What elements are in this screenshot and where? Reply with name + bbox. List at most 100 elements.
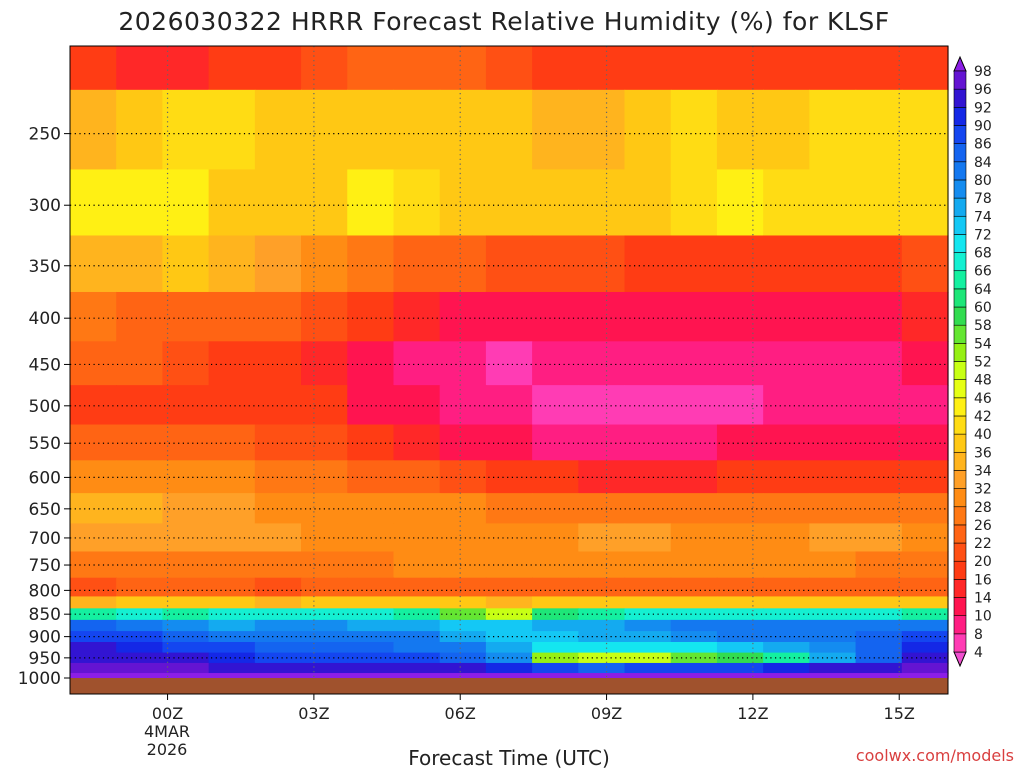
heatmap-cell bbox=[670, 673, 718, 679]
heatmap-cell bbox=[716, 341, 764, 386]
heatmap-cell bbox=[809, 631, 857, 643]
heatmap-cell bbox=[624, 652, 672, 664]
y-tick-label: 300 bbox=[29, 196, 61, 216]
heatmap-cell bbox=[670, 385, 718, 426]
heatmap-cell bbox=[347, 596, 395, 609]
heatmap-cell bbox=[208, 523, 256, 553]
heatmap-cell bbox=[624, 662, 672, 674]
colorbar-label: 90 bbox=[974, 118, 992, 134]
colorbar-swatch bbox=[953, 324, 967, 344]
colorbar-swatch bbox=[953, 179, 967, 199]
heatmap-cell bbox=[670, 341, 718, 386]
colorbar-label: 86 bbox=[974, 137, 992, 153]
heatmap-cell bbox=[763, 596, 810, 609]
heatmap-cell bbox=[347, 169, 395, 237]
colorbar-label: 16 bbox=[974, 572, 992, 588]
heatmap-cell bbox=[208, 596, 256, 609]
heatmap-cell bbox=[208, 493, 256, 524]
colorbar-swatch bbox=[953, 542, 967, 562]
colorbar-label: 96 bbox=[974, 82, 992, 98]
heatmap-cell bbox=[855, 89, 903, 171]
heatmap-cell bbox=[70, 608, 117, 621]
heatmap-cell bbox=[624, 642, 672, 654]
heatmap-cell bbox=[485, 291, 533, 342]
heatmap-cell bbox=[70, 291, 117, 342]
heatmap-cell bbox=[809, 291, 857, 342]
colorbar-label: 66 bbox=[974, 264, 992, 280]
y-tick-label: 500 bbox=[29, 397, 61, 417]
heatmap-cell bbox=[855, 642, 903, 654]
y-tick-label: 450 bbox=[29, 355, 61, 375]
heatmap-cell bbox=[393, 493, 441, 524]
ground-surface bbox=[70, 678, 948, 694]
heatmap-cell bbox=[347, 652, 395, 664]
heatmap-cell bbox=[162, 642, 210, 654]
heatmap-cell bbox=[809, 662, 857, 674]
heatmap-cell bbox=[901, 385, 949, 426]
heatmap-cell bbox=[578, 662, 626, 674]
colorbar-swatch bbox=[953, 288, 967, 308]
heatmap-cell bbox=[532, 642, 579, 654]
heatmap-cell bbox=[70, 46, 117, 91]
heatmap-cell bbox=[485, 551, 533, 579]
y-tick-label: 800 bbox=[29, 581, 61, 601]
heatmap-cell bbox=[254, 385, 302, 426]
heatmap-cell bbox=[485, 523, 533, 553]
heatmap-cell bbox=[624, 596, 672, 609]
colorbar-swatch bbox=[953, 451, 967, 471]
heatmap-cell bbox=[162, 577, 210, 598]
heatmap-cell bbox=[439, 169, 487, 237]
heatmap-cell bbox=[670, 652, 718, 664]
heatmap-cell bbox=[809, 493, 857, 524]
heatmap-cell bbox=[254, 642, 302, 654]
heatmap-cell bbox=[208, 235, 256, 293]
heatmap-cell bbox=[485, 385, 533, 426]
heatmap-cell bbox=[485, 424, 533, 461]
heatmap-cell bbox=[393, 46, 441, 91]
heatmap-cell bbox=[763, 341, 810, 386]
y-tick-label: 350 bbox=[29, 257, 61, 277]
heatmap-cell bbox=[301, 673, 348, 679]
heatmap-cell bbox=[162, 493, 210, 524]
heatmap-cell bbox=[254, 652, 302, 664]
heatmap-cell bbox=[70, 642, 117, 654]
heatmap-cell bbox=[116, 169, 164, 237]
colorbar-label: 92 bbox=[974, 100, 992, 116]
heatmap-cell bbox=[716, 619, 764, 632]
heatmap-cell bbox=[254, 523, 302, 553]
colorbar-label: 68 bbox=[974, 246, 992, 262]
heatmap-cell bbox=[70, 652, 117, 664]
heatmap-cell bbox=[809, 385, 857, 426]
heatmap-cell bbox=[763, 642, 810, 654]
heatmap-cell bbox=[254, 89, 302, 171]
heatmap-cell bbox=[809, 169, 857, 237]
heatmap-cell bbox=[393, 341, 441, 386]
heatmap-cell bbox=[670, 460, 718, 494]
heatmap-cell bbox=[301, 596, 348, 609]
date-label-line1: 4MAR bbox=[144, 722, 190, 741]
heatmap-cell bbox=[901, 493, 949, 524]
colorbar-swatch bbox=[953, 615, 967, 635]
colorbar-label: 10 bbox=[974, 609, 992, 625]
heatmap-cell bbox=[116, 662, 164, 674]
heatmap-cell bbox=[162, 235, 210, 293]
heatmap-cell bbox=[763, 46, 810, 91]
heatmap-cell bbox=[254, 608, 302, 621]
heatmap-cell bbox=[116, 523, 164, 553]
heatmap-cell bbox=[624, 235, 672, 293]
y-tick-label: 1000 bbox=[18, 669, 61, 689]
heatmap-cell bbox=[208, 608, 256, 621]
heatmap-cell bbox=[485, 642, 533, 654]
heatmap-cell bbox=[624, 89, 672, 171]
colorbar: 4810141620222628323436404246485254586064… bbox=[953, 55, 992, 668]
heatmap-cell bbox=[254, 662, 302, 674]
heatmap-cell bbox=[809, 642, 857, 654]
heatmap-cell bbox=[70, 523, 117, 553]
heatmap-cell bbox=[116, 619, 164, 632]
heatmap-cell bbox=[301, 619, 348, 632]
colorbar-swatch bbox=[953, 343, 967, 362]
colorbar-swatch bbox=[953, 161, 967, 181]
heatmap-cell bbox=[162, 631, 210, 643]
heatmap-cell bbox=[208, 642, 256, 654]
